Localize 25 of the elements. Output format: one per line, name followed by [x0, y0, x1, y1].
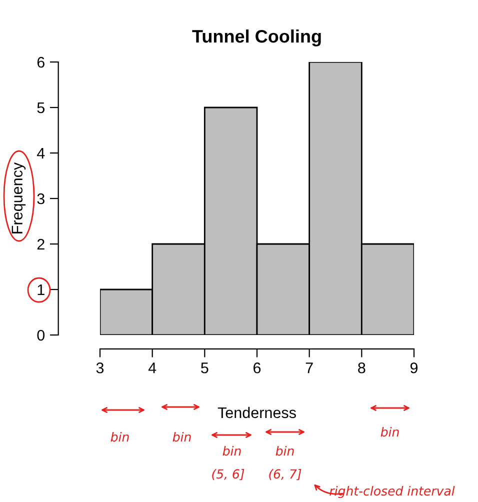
x-tick-label: 4: [148, 362, 156, 374]
y-tick-label: 3: [37, 193, 44, 204]
text: bin: [222, 446, 241, 456]
x-tick-label: 8: [358, 362, 366, 374]
x-axis-title: Tenderness: [218, 406, 296, 418]
y-tick-label: 1: [38, 284, 44, 296]
x-tick-label: 3: [96, 362, 104, 374]
y-tick-label: 2: [37, 238, 44, 250]
y-axis-title: Frequency: [12, 162, 26, 234]
y-tick-label: 6: [37, 56, 44, 68]
x-tick-label: 5: [201, 362, 208, 374]
text: bin: [172, 432, 191, 442]
chart-title: Tunnel Cooling: [192, 29, 321, 46]
text: (5, 6]: [212, 468, 244, 480]
y-tick-label: 5: [37, 102, 44, 114]
text: bin: [380, 426, 399, 437]
y-tick-label: 0: [37, 330, 45, 341]
x-tick-label: 6: [254, 362, 261, 374]
text: right-closed interval: [330, 486, 455, 498]
text: bin: [110, 432, 129, 442]
x-tick-label: 7: [306, 362, 313, 374]
y-tick-label: 4: [36, 148, 45, 159]
text: (6, 7]: [269, 468, 302, 480]
x-tick-label: 9: [410, 362, 418, 374]
text: bin: [276, 446, 294, 456]
